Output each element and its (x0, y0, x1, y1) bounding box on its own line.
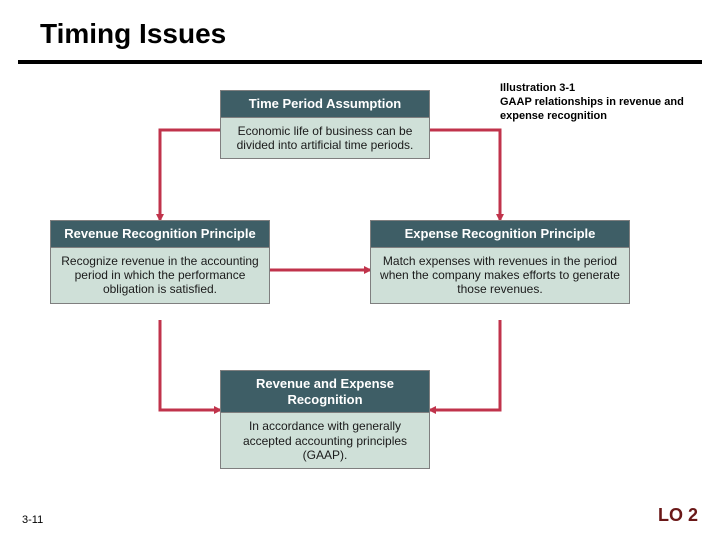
learning-objective: LO 2 (658, 505, 698, 526)
node-revenue-recognition-principle: Revenue Recognition Principle Recognize … (50, 220, 270, 304)
node-expense-recognition-principle: Expense Recognition Principle Match expe… (370, 220, 630, 304)
diagram-container: Time Period Assumption Economic life of … (0, 80, 720, 490)
arrow-tpa-to-rrp (160, 130, 220, 220)
arrow-tpa-to-erp (430, 130, 500, 220)
node-header: Expense Recognition Principle (371, 221, 629, 248)
node-body: Match expenses with revenues in the peri… (371, 248, 629, 303)
node-body: In accordance with generally accepted ac… (221, 413, 429, 468)
node-revenue-and-expense-recognition: Revenue and Expense Recognition In accor… (220, 370, 430, 469)
node-header: Time Period Assumption (221, 91, 429, 118)
arrow-erp-to-rer (430, 320, 500, 410)
node-header: Revenue Recognition Principle (51, 221, 269, 248)
page-number: 3-11 (22, 514, 43, 526)
slide-title: Timing Issues (40, 18, 226, 50)
node-body: Recognize revenue in the accounting peri… (51, 248, 269, 303)
title-rule (18, 60, 702, 64)
node-time-period-assumption: Time Period Assumption Economic life of … (220, 90, 430, 159)
node-body: Economic life of business can be divided… (221, 118, 429, 159)
arrow-rrp-to-rer (160, 320, 220, 410)
node-header: Revenue and Expense Recognition (221, 371, 429, 413)
